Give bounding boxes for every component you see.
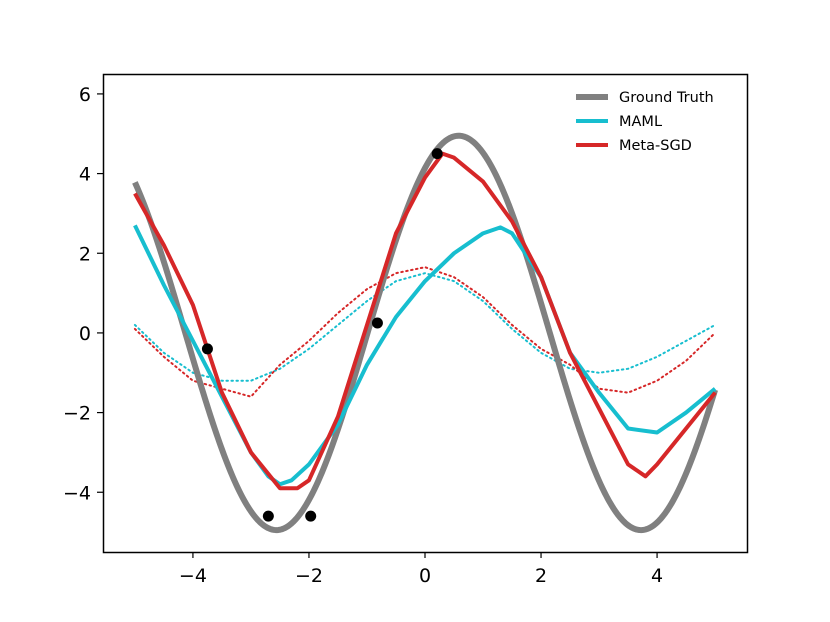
- y-axis: −4 −2 0 2 4 6: [63, 84, 103, 504]
- x-tick-label: 4: [651, 565, 663, 587]
- legend-label-ground-truth: Ground Truth: [619, 90, 714, 106]
- series-line-maml-pre-update: [133, 272, 717, 382]
- x-axis: −4 −2 0 2 4: [179, 552, 663, 587]
- legend-label-maml: MAML: [619, 114, 662, 130]
- y-tick-label: −2: [63, 403, 91, 425]
- legend: Ground Truth MAML Meta-SGD: [576, 90, 714, 154]
- y-tick-label: 2: [79, 243, 91, 265]
- sample-point: [305, 510, 317, 522]
- x-tick-label: −2: [295, 565, 323, 587]
- sample-points-layer: [201, 148, 443, 522]
- series-line-meta-sgd-pre-update: [133, 266, 717, 398]
- y-tick-label: 4: [79, 164, 91, 186]
- sample-point: [201, 343, 213, 355]
- sample-point: [262, 510, 274, 522]
- y-tick-label: −4: [63, 482, 91, 504]
- series-line-meta-sgd: [133, 151, 717, 491]
- sample-point: [431, 148, 443, 160]
- legend-label-meta-sgd: Meta-SGD: [619, 138, 692, 154]
- y-tick-label: 0: [79, 323, 91, 345]
- sample-point: [371, 317, 383, 329]
- x-tick-label: 0: [419, 565, 431, 587]
- x-tick-label: 2: [535, 565, 547, 587]
- y-tick-label: 6: [79, 84, 91, 106]
- series-layer: [132, 132, 718, 534]
- series-line-ground-truth: [132, 132, 718, 534]
- x-tick-label: −4: [179, 565, 207, 587]
